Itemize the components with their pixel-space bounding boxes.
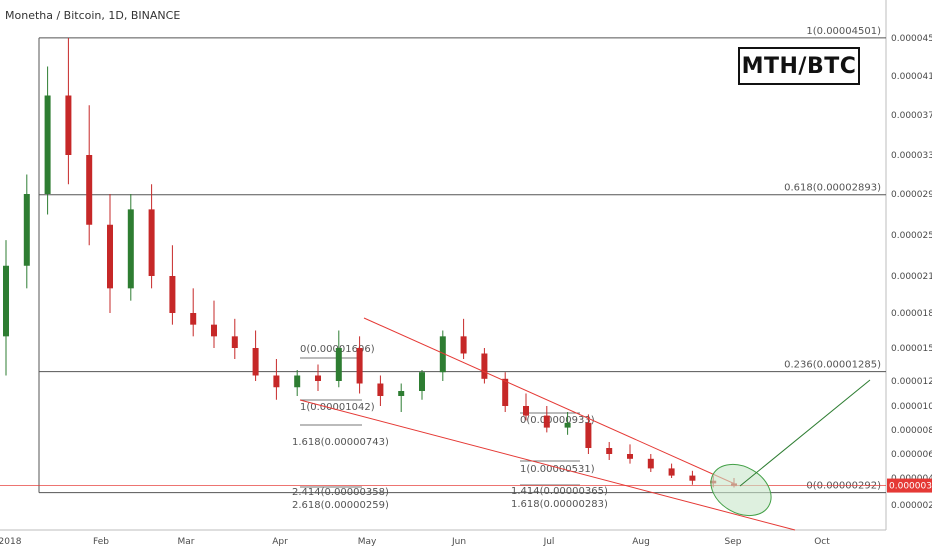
candle-body [523, 406, 529, 416]
price-tick-label: 0.00001000 [891, 402, 932, 412]
candle-body [543, 415, 550, 428]
candle-body [419, 372, 425, 391]
price-tick-label: 0.00000600 [891, 450, 932, 460]
candle-body [585, 422, 592, 448]
price-tick-label: 0.00002100 [891, 272, 932, 282]
time-tick-label: Apr [272, 537, 288, 547]
price-tick-label: 0.00002500 [891, 231, 932, 241]
fib-extension-label: 1(0.00001042) [300, 402, 375, 413]
fib-level-label: 0(0.00000292) [806, 481, 881, 492]
price-tick-label: 0.00004100 [891, 72, 932, 82]
time-tick-label: Aug [632, 537, 650, 547]
current-price-tag-label: 0.00000344 [889, 482, 932, 492]
candle-body [86, 155, 93, 225]
candle-body [190, 313, 197, 325]
candle-body [315, 375, 321, 381]
candle-body [689, 475, 696, 481]
candle-body [335, 348, 342, 381]
wedge-upper-line [363, 317, 736, 485]
candle-body [439, 336, 446, 373]
candle-body [294, 375, 301, 388]
candle-body [460, 336, 467, 354]
candle-body [127, 209, 134, 289]
candle-body [481, 353, 488, 379]
fib-extension-label: 1(0.00000531) [520, 464, 595, 475]
fib-extension-label: 1.618(0.00000743) [292, 437, 389, 448]
candle-body [398, 391, 405, 396]
fib-extension-label: 2.414(0.00000358) [292, 487, 389, 498]
candle-body [377, 383, 384, 396]
time-tick-label: Mar [178, 537, 195, 547]
candle-body [252, 348, 259, 376]
chart-title: Monetha / Bitcoin, 1D, BINANCE [5, 9, 181, 22]
fib-level-label: 0.618(0.00002893) [784, 183, 881, 194]
fib-level-label: 1(0.00004501) [806, 26, 881, 37]
candle-body [647, 458, 654, 469]
candle-body [148, 209, 155, 276]
price-tick-label: 0.00001200 [891, 377, 932, 387]
wedge-lower-line [299, 399, 796, 531]
fib-level-label: 0.236(0.00001285) [784, 360, 881, 371]
candle-body [668, 468, 675, 476]
candle-body [3, 265, 9, 337]
time-tick-label: May [358, 537, 377, 547]
candle-body [23, 194, 30, 266]
price-tick-label: 0.00000800 [891, 426, 932, 436]
candle-body [44, 95, 51, 194]
fib-extension-label: 1.414(0.00000365) [511, 486, 608, 497]
candle-body [606, 448, 613, 454]
price-tick-label: 0.00001800 [891, 309, 932, 319]
fib-extension-label: 0(0.00000933) [520, 415, 595, 426]
projection-line [739, 379, 871, 487]
time-tick-label: Jul [543, 537, 555, 547]
time-tick-label: Oct [814, 537, 830, 547]
candle-body [627, 454, 633, 459]
breakout-highlight [710, 463, 772, 517]
candle-body [65, 95, 72, 155]
candle-body [107, 224, 113, 289]
price-tick-label: 0.00002900 [891, 190, 932, 200]
time-tick-label: Feb [93, 537, 109, 547]
time-tick-label: 2018 [0, 537, 22, 547]
candle-body [273, 375, 280, 388]
candle-body [564, 422, 571, 428]
candle-body [356, 348, 363, 384]
price-tick-label: 0.00000200 [891, 501, 932, 511]
candle-body [231, 336, 238, 348]
candle-body [502, 378, 509, 406]
fib-extension-label: 2.618(0.00000259) [292, 500, 389, 511]
candle-body [211, 324, 217, 337]
fib-extension-label: 1.618(0.00000283) [511, 499, 608, 510]
current-price-tag [887, 478, 932, 493]
time-tick-label: Sep [725, 537, 742, 547]
time-tick-label: Jun [451, 537, 466, 547]
price-tick-label: 0.00003300 [891, 151, 932, 161]
price-tick-label: 0.00003700 [891, 111, 932, 121]
symbol-badge: MTH/BTC [738, 47, 860, 85]
price-tick-label: 0.00001500 [891, 344, 932, 354]
candle-body [169, 276, 176, 313]
price-tick-label: 0.00004500 [891, 34, 932, 44]
